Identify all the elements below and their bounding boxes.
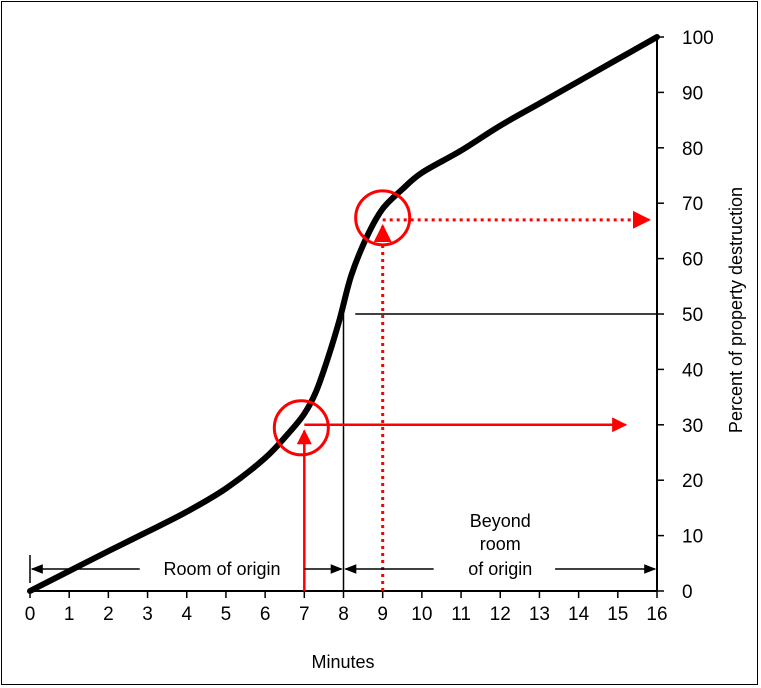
solid-marker-circle [272,399,330,457]
x-tick-label: 4 [181,604,192,625]
beyond-room-label-line: room [480,534,521,554]
room-of-origin-label: Room of origin [163,559,280,579]
y-tick-label: 80 [682,139,703,160]
x-tick-label: 9 [377,604,388,625]
x-tick-label: 12 [490,604,511,625]
y-tick-label: 20 [682,471,703,492]
y-tick-label: 40 [682,360,703,381]
beyond-room-label-line: of origin [468,559,532,579]
y-axis-label: Percent of property destruction [726,187,746,433]
x-tick-label: 16 [646,604,667,625]
x-tick-label: 0 [25,604,36,625]
y-tick-label: 50 [682,305,703,326]
x-tick-label: 1 [64,604,75,625]
y-tick-label: 90 [682,83,703,104]
x-axis-label: Minutes [311,652,374,672]
x-tick-label: 3 [142,604,153,625]
y-tick-label: 70 [682,194,703,215]
region-annotations: Room of origin Beyond room of origin [29,511,657,583]
axes: 0 1 2 3 4 5 6 7 8 9 10 11 12 13 14 15 160102030405060708… [25,28,714,625]
destruction-curve [27,34,660,594]
x-tick-label: 11 [451,604,471,625]
y-tick-label: 30 [682,416,703,437]
curve-layer [27,34,660,594]
y-tick-label: 10 [682,527,703,548]
y-tick-label: 0 [682,582,693,603]
x-tick-label: 8 [338,604,349,625]
y-tick-label: 100 [682,28,714,49]
x-tick-label: 10 [411,604,432,625]
x-tick-label: 5 [221,604,232,625]
x-tick-label: 13 [529,604,550,625]
reference-lines [342,313,657,591]
x-tick-label: 14 [568,604,590,625]
x-tick-label: 6 [260,604,271,625]
x-tick-label: 15 [607,604,628,625]
markers [272,189,651,591]
x-tick-label: 2 [103,604,114,625]
y-tick-label: 60 [682,250,703,271]
dotted-marker-circle [354,189,412,247]
x-tick-label: 7 [299,604,310,625]
beyond-room-label-line: Beyond [470,511,531,531]
